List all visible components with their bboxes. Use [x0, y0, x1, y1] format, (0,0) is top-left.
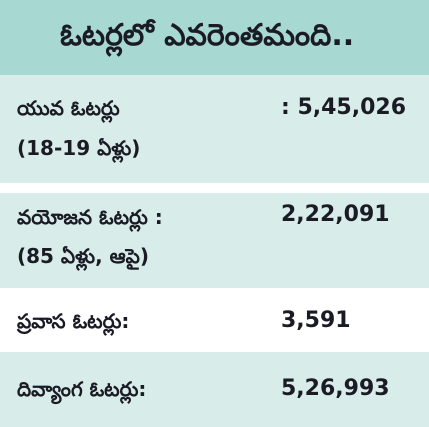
young-voters-count: : 5,45,026: [281, 95, 407, 120]
senior-voters-age-range: (85 ఏళ్లు, ఆపై): [17, 244, 149, 268]
title-bar: ఓటర్లలో ఎవరెంతమంది..: [0, 0, 429, 75]
card-title: ఓటర్లలో ఎవరెంతమంది..: [60, 18, 355, 53]
senior-voters-label: వయోజన ఓటర్లు :: [17, 205, 163, 229]
disabled-voters-count: 5,26,993: [281, 376, 390, 401]
young-voters-label: యువ ఓటర్లు: [17, 96, 120, 120]
row-divider: [0, 183, 429, 193]
stat-row-young-voters: యువ ఓటర్లు (18-19 ఏళ్లు) : 5,45,026: [0, 75, 429, 183]
senior-voters-count: 2,22,091: [281, 202, 390, 227]
stat-row-senior-voters: వయోజన ఓటర్లు : (85 ఏళ్లు, ఆపై) 2,22,091: [0, 193, 429, 288]
stat-row-nri-voters: ప్రవాస ఓటర్లు: 3,591: [0, 288, 429, 352]
nri-voters-count: 3,591: [281, 308, 351, 333]
nri-voters-label: ప్రవాస ఓటర్లు:: [17, 309, 130, 333]
young-voters-age-range: (18-19 ఏళ్లు): [17, 136, 141, 160]
stat-row-disabled-voters: దివ్యాంగ ఓటర్లు: 5,26,993: [0, 352, 429, 427]
disabled-voters-label: దివ్యాంగ ఓటర్లు:: [17, 377, 147, 401]
